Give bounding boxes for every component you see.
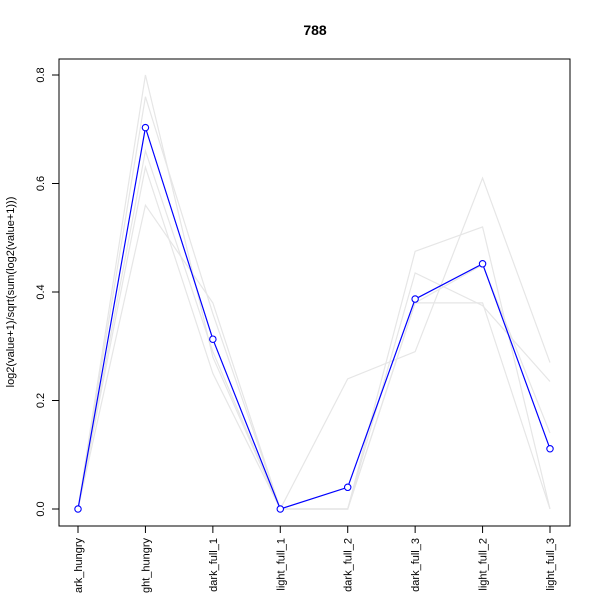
y-tick-label: 0.0 bbox=[35, 501, 47, 516]
highlight-point bbox=[74, 505, 82, 513]
x-tick-label: light_full_1 bbox=[275, 538, 287, 591]
highlight-point bbox=[411, 295, 419, 303]
y-tick-label: 0.6 bbox=[35, 176, 47, 191]
x-tick-label: light_full_2 bbox=[478, 538, 490, 591]
highlight-point bbox=[546, 445, 554, 453]
highlight-point bbox=[276, 505, 285, 513]
x-tick-label: ark_hungry bbox=[73, 538, 85, 594]
x-tick-label: dark_full_3 bbox=[410, 538, 422, 592]
x-tick-label: dark_full_1 bbox=[208, 538, 220, 592]
x-tick-label: dark_full_2 bbox=[343, 538, 355, 592]
background-series-group bbox=[77, 74, 551, 511]
highlight-point bbox=[141, 123, 150, 132]
x-tick-label: ght_hungry bbox=[140, 538, 152, 594]
y-tick-label: 0.2 bbox=[35, 393, 47, 408]
y-axis: 0.0 0.2 0.4 0.6 0.8 bbox=[35, 67, 60, 517]
background-series-line-4 bbox=[77, 203, 551, 510]
y-tick-label: 0.4 bbox=[35, 284, 47, 299]
highlight-series-line bbox=[77, 127, 551, 510]
background-series-line-2 bbox=[77, 96, 551, 510]
y-tick-label: 0.8 bbox=[35, 67, 47, 82]
highlight-point bbox=[478, 260, 487, 268]
x-axis: ark_hungry ght_hungry dark_full_1 light_ful… bbox=[73, 525, 557, 594]
background-series-line-3 bbox=[77, 164, 551, 511]
x-tick-label: light_full_3 bbox=[545, 538, 557, 591]
background-series-line-5 bbox=[77, 148, 551, 510]
y-axis-label: log2(value+1)/sqrt(sum(log2(value+1))) bbox=[5, 197, 17, 388]
highlight-series-group bbox=[74, 123, 554, 513]
highlight-point bbox=[343, 483, 352, 492]
chart-title: 788 bbox=[303, 22, 327, 38]
highlight-point bbox=[209, 335, 217, 343]
